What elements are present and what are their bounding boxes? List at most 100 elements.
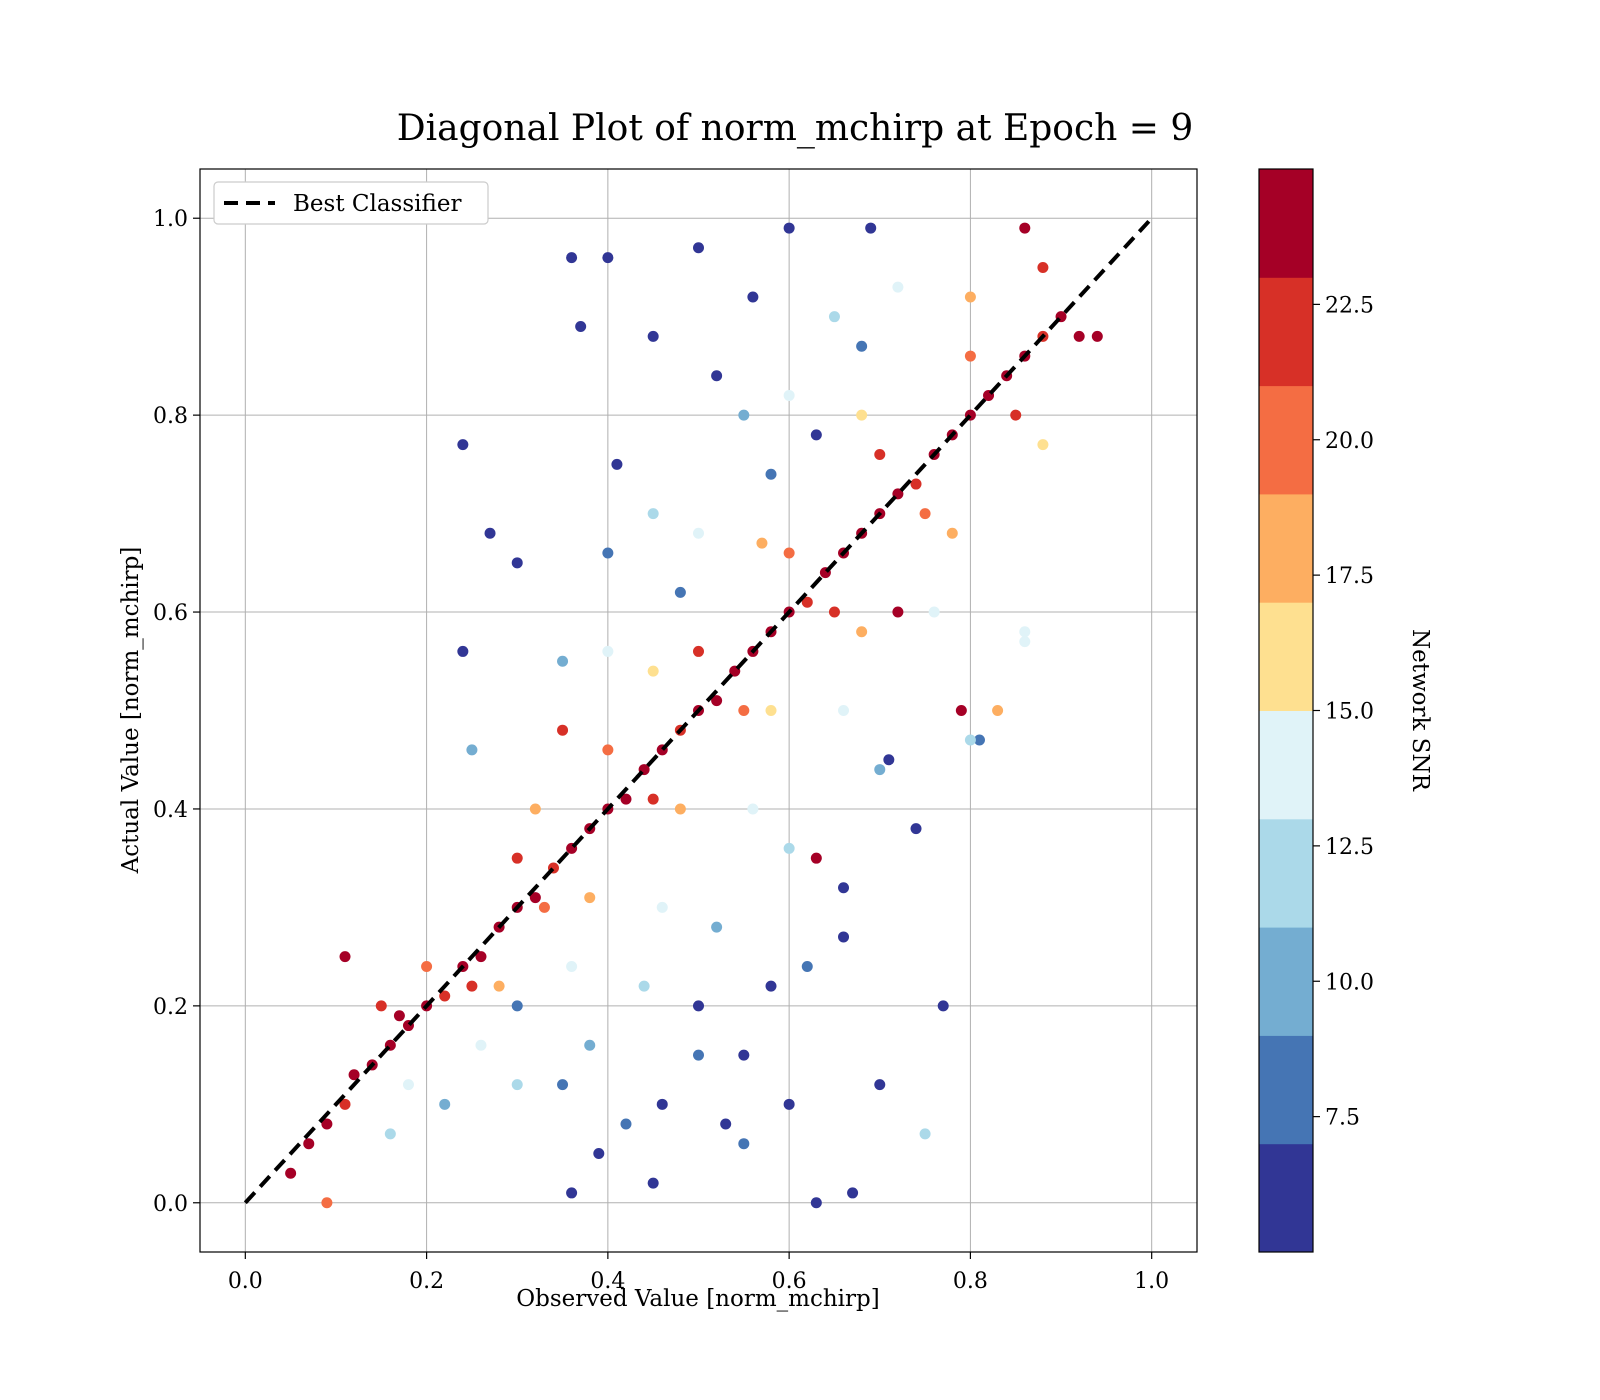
- colorbar-band: [1259, 277, 1313, 387]
- scatter-point: [584, 892, 596, 904]
- y-tick-label: 0.6: [153, 601, 188, 626]
- scatter-point: [810, 852, 822, 864]
- colorbar-ticks: 7.5 10.0 12.5 15.0 17.5 20.0 22.5: [1313, 293, 1374, 1131]
- colorbar-band: [1259, 710, 1313, 820]
- colorbar-tick-label: 17.5: [1325, 564, 1374, 589]
- colorbar-bands: [1259, 169, 1313, 1253]
- colorbar-tick-label: 22.5: [1325, 293, 1374, 318]
- scatter-point: [647, 330, 659, 342]
- y-tick-label: 0.2: [153, 995, 188, 1020]
- scatter-point: [457, 645, 469, 657]
- scatter-point: [783, 1098, 795, 1110]
- scatter-point: [466, 744, 478, 756]
- scatter-point: [393, 1010, 405, 1022]
- colorbar-band: [1259, 493, 1313, 603]
- scatter-point: [928, 606, 940, 618]
- y-axis-ticks: 0.0 0.2 0.4 0.6 0.8 1.0: [153, 207, 200, 1217]
- y-tick-label: 0.8: [153, 404, 188, 429]
- scatter-point: [321, 1197, 333, 1209]
- scatter-point: [511, 1000, 523, 1012]
- scatter-point: [674, 586, 686, 598]
- plot-frame: [199, 168, 1198, 1253]
- scatter-point: [557, 655, 569, 667]
- scatter-point: [656, 1098, 668, 1110]
- scatter-point: [720, 1118, 732, 1130]
- scatter-point: [693, 527, 704, 539]
- scatter-points: [285, 222, 1103, 1209]
- x-tick-label: 0.4: [590, 1269, 625, 1294]
- scatter-point: [1091, 330, 1103, 342]
- grid-lines: [200, 169, 1197, 1252]
- colorbar-tick-label: 20.0: [1325, 429, 1374, 454]
- scatter-point: [838, 931, 850, 943]
- scatter-point: [620, 1118, 632, 1130]
- scatter-point: [856, 409, 868, 421]
- scatter-point: [828, 606, 840, 618]
- colorbar-band: [1259, 927, 1313, 1036]
- scatter-point: [874, 1079, 886, 1091]
- scatter-point: [466, 980, 478, 992]
- scatter-point: [801, 960, 813, 972]
- scatter-point: [439, 990, 451, 1002]
- scatter-point: [1010, 409, 1022, 421]
- scatter-point: [584, 1039, 596, 1051]
- scatter-point: [557, 724, 569, 736]
- scatter-point: [602, 744, 614, 756]
- scatter-point: [384, 1128, 396, 1140]
- scatter-point: [1019, 636, 1031, 648]
- scatter-point: [339, 1098, 351, 1110]
- scatter-point: [566, 960, 578, 972]
- colorbar-band: [1259, 602, 1313, 711]
- plot-area: 0.0 0.2 0.4 0.6 0.8 1.0 0.0 0.2 0.4 0.6 0.8 1.0: [153, 168, 1198, 1294]
- scatter-point: [765, 980, 777, 992]
- scatter-point: [647, 793, 659, 805]
- scatter-point: [838, 705, 850, 716]
- x-axis-ticks: 0.0 0.2 0.4 0.6 0.8 1.0: [228, 1252, 1169, 1294]
- legend-box: [213, 181, 489, 225]
- scatter-point: [693, 1049, 704, 1061]
- scatter-point: [738, 409, 750, 421]
- scatter-point: [457, 439, 469, 451]
- scatter-point: [402, 1079, 414, 1091]
- scatter-point: [1037, 439, 1049, 451]
- x-tick-label: 0.6: [772, 1269, 807, 1294]
- scatter-point: [937, 1000, 949, 1012]
- scatter-point: [511, 1079, 523, 1091]
- x-tick-label: 0.8: [953, 1269, 988, 1294]
- scatter-point: [321, 1118, 333, 1130]
- scatter-point: [747, 803, 759, 815]
- x-tick-label: 1.0: [1134, 1269, 1169, 1294]
- colorbar-tick-label: 10.0: [1325, 970, 1374, 995]
- scatter-point: [783, 842, 795, 854]
- colorbar: 7.5 10.0 12.5 15.0 17.5 20.0 22.5: [1258, 168, 1374, 1253]
- scatter-point: [810, 429, 822, 441]
- scatter-point: [955, 705, 967, 716]
- scatter-point: [693, 1000, 704, 1012]
- scatter-point: [647, 508, 659, 520]
- scatter-point: [647, 1177, 659, 1189]
- scatter-point: [865, 222, 877, 234]
- y-tick-label: 0.4: [153, 798, 188, 823]
- scatter-point: [964, 291, 976, 303]
- scatter-point: [765, 468, 777, 480]
- colorbar-band: [1259, 1035, 1313, 1145]
- scatter-point: [810, 1197, 822, 1209]
- colorbar-band: [1259, 1143, 1313, 1253]
- scatter-point: [674, 803, 686, 815]
- y-axis-label: Actual Value [norm_mchirp]: [118, 547, 144, 875]
- scatter-point: [783, 222, 795, 234]
- scatter-point: [348, 1069, 360, 1081]
- colorbar-band: [1259, 818, 1313, 928]
- scatter-point: [566, 252, 578, 264]
- colorbar-tick-label: 12.5: [1325, 835, 1374, 860]
- scatter-point: [511, 852, 523, 864]
- colorbar-band: [1259, 169, 1313, 278]
- scatter-point: [1019, 222, 1031, 234]
- scatter-point: [439, 1098, 451, 1110]
- scatter-point: [919, 1128, 931, 1140]
- scatter-point: [1019, 626, 1031, 638]
- scatter-point: [765, 705, 777, 716]
- scatter-point: [711, 370, 723, 382]
- scatter-point: [566, 1187, 578, 1199]
